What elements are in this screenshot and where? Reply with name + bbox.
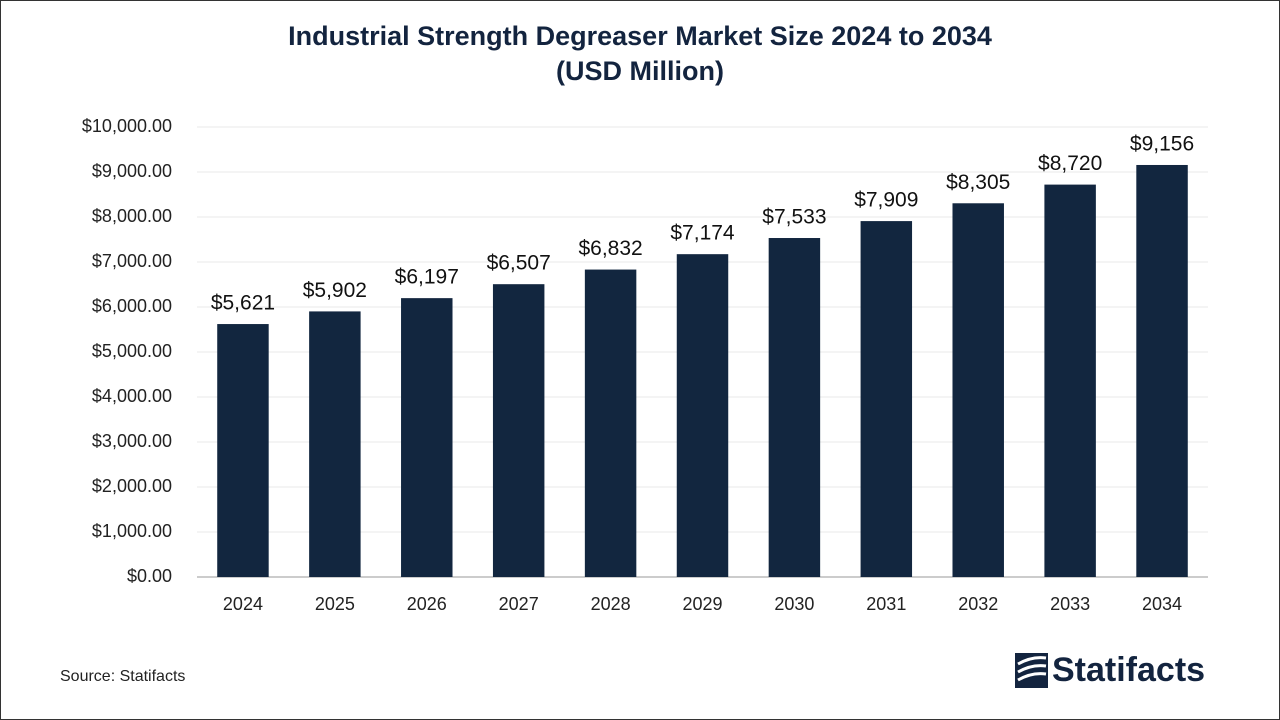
x-tick-label: 2026 bbox=[407, 594, 447, 614]
x-tick-label: 2030 bbox=[774, 594, 814, 614]
bar bbox=[584, 269, 637, 577]
value-label: $6,507 bbox=[487, 252, 551, 275]
x-tick-label: 2034 bbox=[1142, 594, 1182, 614]
y-tick-label: $3,000.00 bbox=[92, 431, 172, 451]
y-tick-label: $10,000.00 bbox=[82, 116, 172, 136]
y-tick-label: $8,000.00 bbox=[92, 206, 172, 226]
bar bbox=[1044, 184, 1096, 577]
x-tick-label: 2024 bbox=[223, 594, 263, 614]
y-tick-label: $9,000.00 bbox=[92, 161, 172, 181]
value-label: $8,720 bbox=[1038, 152, 1102, 175]
x-tick-label: 2027 bbox=[499, 594, 539, 614]
bar bbox=[952, 203, 1004, 577]
y-tick-label: $7,000.00 bbox=[92, 251, 172, 271]
bar bbox=[401, 298, 453, 577]
value-label: $7,533 bbox=[762, 206, 826, 229]
value-label: $5,621 bbox=[211, 292, 275, 315]
value-label: $5,902 bbox=[303, 279, 367, 302]
value-label: $9,156 bbox=[1130, 133, 1194, 156]
x-tick-label: 2029 bbox=[682, 594, 722, 614]
source: Source: Statifacts bbox=[60, 668, 185, 685]
y-tick-label: $2,000.00 bbox=[92, 476, 172, 496]
y-tick-label: $6,000.00 bbox=[92, 296, 172, 316]
y-tick-label: $0.00 bbox=[127, 566, 172, 586]
y-tick-label: $4,000.00 bbox=[92, 386, 172, 406]
bar bbox=[492, 284, 545, 577]
chart-title: Industrial Strength Degreaser Market Siz… bbox=[288, 21, 992, 51]
x-tick-label: 2025 bbox=[315, 594, 355, 614]
value-label: $6,832 bbox=[578, 237, 642, 260]
logo-text: Statifacts bbox=[1052, 651, 1205, 689]
bar bbox=[217, 324, 269, 577]
y-tick-label: $1,000.00 bbox=[92, 521, 172, 541]
x-tick-label: 2028 bbox=[591, 594, 631, 614]
value-label: $7,909 bbox=[854, 189, 918, 212]
bar bbox=[1136, 164, 1188, 578]
bar bbox=[860, 221, 913, 577]
value-label: $7,174 bbox=[670, 222, 735, 245]
bar bbox=[768, 238, 821, 577]
logo-icon bbox=[1015, 653, 1048, 688]
chart-subtitle: (USD Million) bbox=[556, 56, 724, 86]
x-tick-label: 2033 bbox=[1050, 594, 1090, 614]
bar bbox=[676, 254, 729, 578]
value-label: $8,305 bbox=[946, 171, 1010, 194]
x-tick-label: 2031 bbox=[866, 594, 906, 614]
y-tick-label: $5,000.00 bbox=[92, 341, 172, 361]
value-label: $6,197 bbox=[395, 266, 459, 289]
bar bbox=[309, 311, 361, 577]
x-tick-label: 2032 bbox=[958, 594, 998, 614]
